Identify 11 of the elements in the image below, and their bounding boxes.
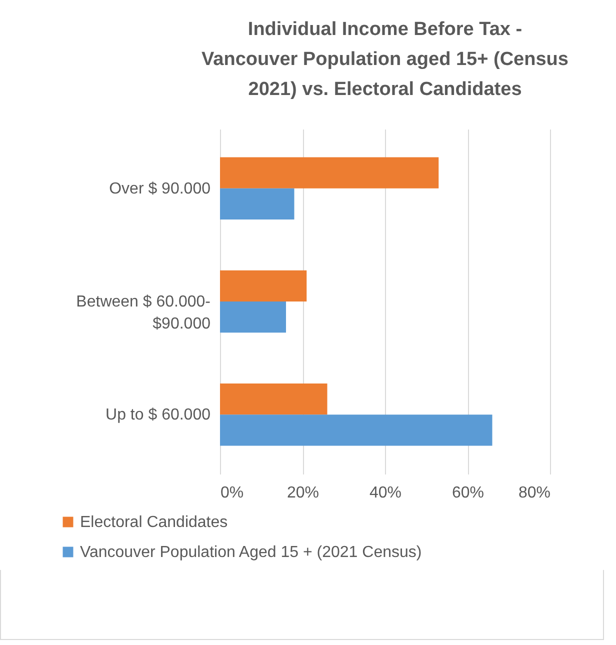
x-tick-label: 40% — [369, 484, 402, 502]
legend-label: Vancouver Population Aged 15 + (2021 Census) — [80, 544, 422, 561]
x-tick-label: 20% — [286, 484, 320, 502]
y-tick-label: Up to $ 60.000 — [106, 406, 211, 424]
y-tick-label: Over $ 90.000 — [109, 180, 211, 198]
x-tick-label: 0% — [220, 484, 244, 502]
x-tick-label: 60% — [452, 484, 484, 502]
chart-title: Individual Income Before Tax - Vancouver Population aged 15+ (Census 2021) vs. Electoral Candidates — [202, 19, 568, 100]
y-tick-label: Between $ 60.000-$90.000 — [76, 294, 211, 332]
x-tick-label: 80% — [518, 484, 550, 502]
legend-label: Electoral Candidates — [80, 514, 228, 531]
